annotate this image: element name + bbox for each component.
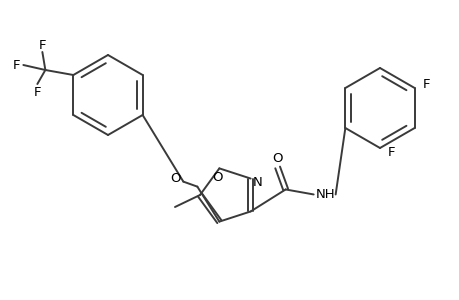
Text: O: O <box>170 172 180 185</box>
Text: NH: NH <box>315 188 335 201</box>
Text: O: O <box>272 152 282 165</box>
Text: F: F <box>39 38 46 52</box>
Text: N: N <box>252 176 262 189</box>
Text: F: F <box>387 146 395 158</box>
Text: F: F <box>422 77 430 91</box>
Text: F: F <box>12 58 20 71</box>
Text: F: F <box>34 85 41 98</box>
Text: O: O <box>212 171 222 184</box>
